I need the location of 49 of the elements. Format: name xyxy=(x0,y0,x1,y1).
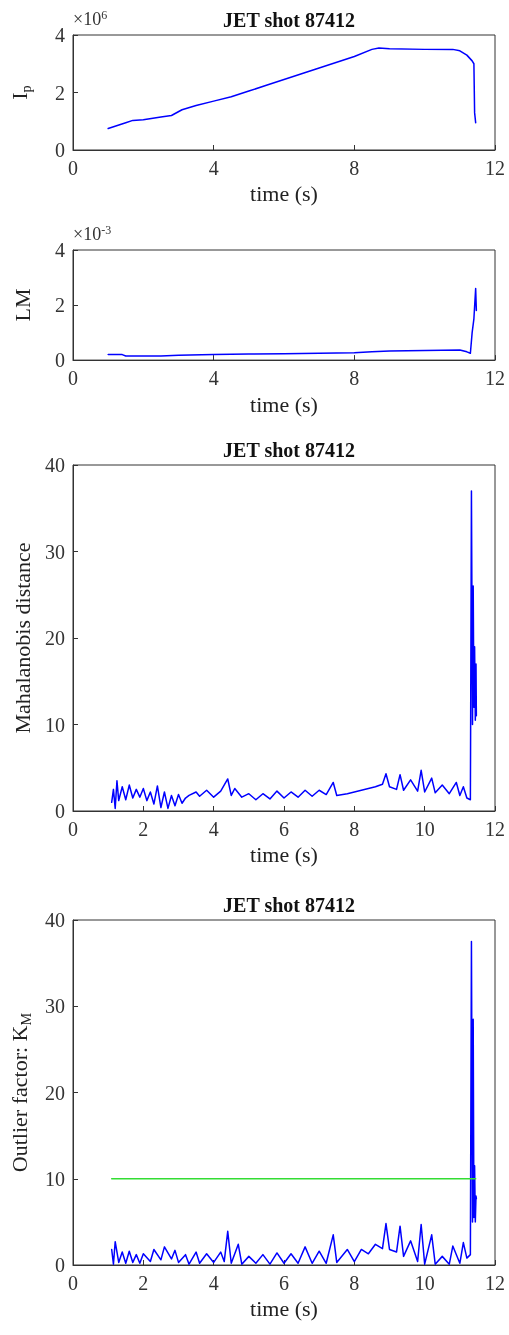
x-tick-label: 8 xyxy=(349,157,360,179)
x-tick-label: 10 xyxy=(414,1272,435,1294)
x-tick-label: 12 xyxy=(485,1272,505,1294)
line-series xyxy=(110,940,478,1265)
x-axis-title: time (s) xyxy=(250,181,318,207)
x-tick-label: 4 xyxy=(208,157,219,179)
y-tick-label: 0 xyxy=(55,800,65,822)
x-tick-label: 10 xyxy=(414,818,435,840)
x-tick-label: 2 xyxy=(138,818,149,840)
y-axis-title: Outlier factor: KM xyxy=(6,1012,34,1173)
x-axis-title: time (s) xyxy=(250,391,318,417)
x-tick-label: 4 xyxy=(208,1272,219,1294)
x-tick-label: 8 xyxy=(349,367,360,390)
x-tick-label: 2 xyxy=(138,1272,149,1294)
y-tick-label: 0 xyxy=(55,139,65,161)
y-tick-label: 30 xyxy=(45,540,65,563)
y-tick-label: 10 xyxy=(45,713,65,736)
chart-title: JET shot 87412 xyxy=(223,894,355,916)
y-tick-label: 40 xyxy=(45,909,65,931)
x-tick-label: 8 xyxy=(349,1272,360,1294)
x-tick-label: 12 xyxy=(485,157,505,179)
y-tick-label: 4 xyxy=(55,24,65,46)
x-tick-label: 4 xyxy=(208,367,219,390)
x-tick-label: 4 xyxy=(208,818,219,840)
line-series xyxy=(110,490,478,810)
chart-title: JET shot 87412 xyxy=(223,9,355,31)
y-tick-label: 4 xyxy=(55,239,65,261)
x-tick-label: 12 xyxy=(485,367,505,390)
y-axis-title: LM xyxy=(9,288,35,322)
y-tick-label: 30 xyxy=(45,995,65,1018)
x-axis-title: time (s) xyxy=(250,1296,318,1322)
x-tick-label: 6 xyxy=(279,1272,289,1294)
y-tick-label: 10 xyxy=(45,1167,65,1190)
x-tick-label: 8 xyxy=(349,818,360,840)
y-tick-label: 0 xyxy=(55,1254,65,1276)
chart-title: JET shot 87412 xyxy=(223,439,355,461)
y-tick-label: 0 xyxy=(55,349,65,372)
y-tick-label: 2 xyxy=(55,81,65,104)
y-tick-label: 2 xyxy=(55,294,65,317)
line-series xyxy=(107,47,477,130)
x-tick-label: 12 xyxy=(485,818,505,840)
y-axis-title: Mahalanobis distance xyxy=(9,542,35,734)
y-tick-label: 20 xyxy=(45,1081,65,1104)
line-series xyxy=(107,287,478,357)
y-axis-title: Ip xyxy=(6,85,34,100)
x-axis-title: time (s) xyxy=(250,842,318,868)
y-tick-label: 40 xyxy=(45,454,65,476)
y-tick-label: 20 xyxy=(45,627,65,649)
x-tick-label: 6 xyxy=(279,818,289,840)
